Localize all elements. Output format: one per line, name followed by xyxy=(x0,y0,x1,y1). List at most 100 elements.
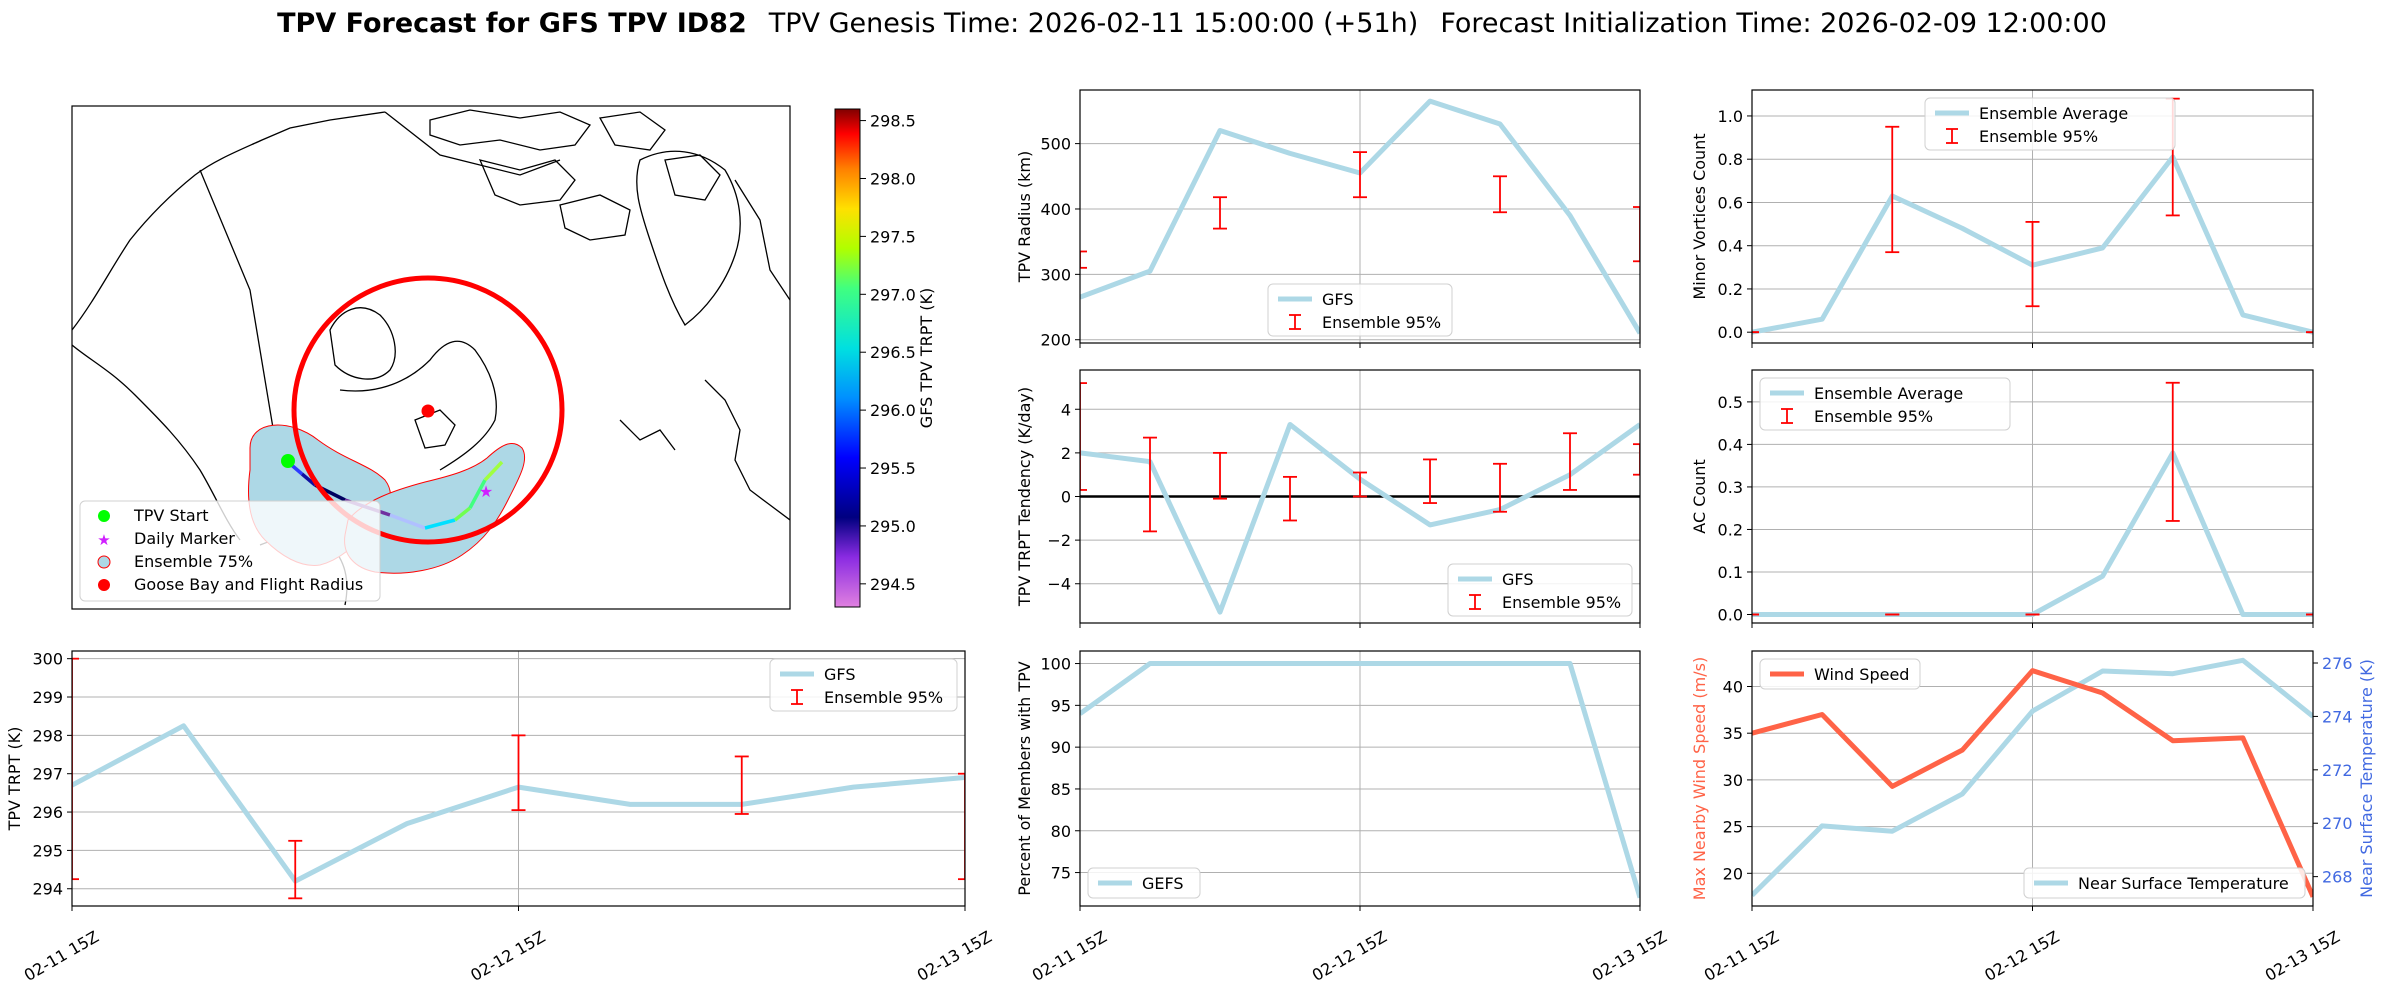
wind-temperature-chart: 20 25 30 35 40 Max Nearby Wind Speed (m/s) 268… xyxy=(1690,650,2376,982)
data-point xyxy=(1429,663,1431,665)
legend-goose-bay: Goose Bay and Flight Radius xyxy=(134,575,363,594)
data-point xyxy=(1429,524,1431,526)
legend-label-series: Ensemble Average xyxy=(1814,384,1963,403)
data-point xyxy=(1821,318,1823,320)
y2tick-label: 270 xyxy=(2322,814,2353,833)
ytick-label: 35 xyxy=(1723,724,1743,743)
ytick-label: 0.3 xyxy=(1718,478,1743,497)
island-1 xyxy=(429,109,592,151)
track-seg-7 xyxy=(453,506,472,522)
legend: Wind Speed Near Surface Temperature xyxy=(1759,658,2306,899)
ytick-label: 294 xyxy=(32,880,63,899)
map-border xyxy=(71,105,791,610)
legend-label-ensemble: Ensemble 95% xyxy=(1502,593,1621,612)
data-point xyxy=(1219,663,1221,665)
ytick-label: 0.5 xyxy=(1718,393,1743,412)
xtick-label: 02-11 15Z xyxy=(1029,927,1110,982)
ytick-label: 299 xyxy=(32,688,63,707)
legend-label-series: GFS xyxy=(1322,290,1353,309)
colorbar-tick-label: 297.5 xyxy=(870,227,916,246)
axes-frame xyxy=(1079,369,1641,624)
data-point xyxy=(852,786,854,788)
xtick-label: 02-11 15Z xyxy=(1701,927,1782,982)
xtick-label: 02-12 15Z xyxy=(1309,927,1390,982)
legend-ensemble-icon xyxy=(97,555,111,569)
track-seg-6 xyxy=(424,518,456,530)
coast-europe xyxy=(734,179,790,301)
island-3 xyxy=(559,194,631,241)
ytick-label: 85 xyxy=(1051,780,1071,799)
xtick-label: 02-12 15Z xyxy=(1981,927,2062,982)
ytick-label: 300 xyxy=(1040,265,1071,284)
ytick-label: 20 xyxy=(1723,864,1743,883)
data-point xyxy=(1289,663,1291,665)
title-init: Forecast Initialization Time: 2026-02-09… xyxy=(1440,8,2107,39)
minor-vortices-chart: 0.0 0.2 0.4 0.6 0.8 1.0 Minor Vortices Count En… xyxy=(1690,89,2314,348)
data-point xyxy=(1219,611,1221,613)
y-axis-label: Minor Vortices Count xyxy=(1690,133,1709,299)
legend-box xyxy=(1759,377,2011,431)
legend-label-wind: Wind Speed xyxy=(1814,665,1909,684)
members-chart: 75 80 85 90 95 100 Percent of Members with TPV… xyxy=(1015,650,1670,982)
xtick-label: 02-13 15Z xyxy=(914,927,995,982)
colorbar-ticks: 298.5 298.0 297.5 297.0 296.5 296.0 295.5 295.0… xyxy=(860,112,916,594)
track-seg-9 xyxy=(483,460,504,482)
legend-tpv-start-icon xyxy=(98,510,110,522)
legend-box xyxy=(1267,283,1453,337)
legend: Ensemble Average Ensemble 95% xyxy=(1759,377,2011,431)
y2-axis-label: Near Surface Temperature (K) xyxy=(2357,659,2376,898)
plot-area xyxy=(1752,381,2313,617)
xtick-label: 02-11 15Z xyxy=(21,927,102,982)
data-point xyxy=(1359,663,1361,665)
coast-quebec xyxy=(339,340,497,471)
legend: GFS Ensemble 95% xyxy=(1447,563,1633,617)
plot-area xyxy=(1080,382,1640,615)
ytick-label: 0 xyxy=(1061,488,1071,507)
coast-europe-2 xyxy=(704,379,790,521)
colorbar-tick-label: 296.5 xyxy=(870,343,916,362)
legend-label-series: GEFS xyxy=(1142,874,1184,893)
xtick-label: 02-12 15Z xyxy=(467,927,548,982)
xtick-label: 02-13 15Z xyxy=(1589,927,1670,982)
track-seg-5 xyxy=(389,513,426,530)
data-point xyxy=(2172,673,2174,675)
axes-frame xyxy=(1751,650,2314,907)
data-point xyxy=(1961,793,1963,795)
plot-area xyxy=(1080,98,1640,335)
trpt-tendency-chart: −4 −2 0 2 4 TPV TRPT Tendency (K/day) GFS Ensem… xyxy=(1015,369,1641,628)
ytick-label: 1.0 xyxy=(1718,107,1743,126)
ytick-label: −2 xyxy=(1047,531,1071,550)
data-point xyxy=(183,725,185,727)
data-point xyxy=(2102,670,2104,672)
ytick-label: 0.4 xyxy=(1718,435,1743,454)
title-bold: TPV Forecast for GFS TPV ID82 xyxy=(277,8,747,39)
ytick-label: 296 xyxy=(32,803,63,822)
data-point xyxy=(629,803,631,805)
ensemble-75-region-east xyxy=(344,443,526,574)
plot-area xyxy=(1752,97,2313,335)
axes-frame xyxy=(1079,89,1641,344)
data-point xyxy=(2172,740,2174,742)
data-point xyxy=(1429,100,1431,102)
data-point xyxy=(1569,663,1571,665)
data-point xyxy=(1499,663,1501,665)
hudson-bay xyxy=(329,307,396,380)
legend-label-ensemble: Ensemble 95% xyxy=(1979,127,2098,146)
daily-marker-1: ★ xyxy=(479,482,493,501)
coast-atlantic xyxy=(619,419,676,451)
colorbar-tick-label: 295.5 xyxy=(870,459,916,478)
ytick-label: 298 xyxy=(32,726,63,745)
ytick-label: 0.2 xyxy=(1718,520,1743,539)
figure-title: TPV Forecast for GFS TPV ID82 TPV Genesis… xyxy=(0,8,2384,39)
legend: Ensemble Average Ensemble 95% xyxy=(1924,97,2176,151)
y-axis-label: AC Count xyxy=(1690,459,1709,533)
y2tick-label: 272 xyxy=(2322,761,2353,780)
legend-label-ensemble: Ensemble 95% xyxy=(1322,313,1441,332)
legend-box-temp xyxy=(2023,867,2306,899)
ytick-label: 400 xyxy=(1040,200,1071,219)
legend: GFS Ensemble 95% xyxy=(769,658,958,712)
goose-bay-marker xyxy=(421,404,435,418)
data-point xyxy=(2032,710,2033,712)
y2tick-label: 274 xyxy=(2322,707,2353,726)
